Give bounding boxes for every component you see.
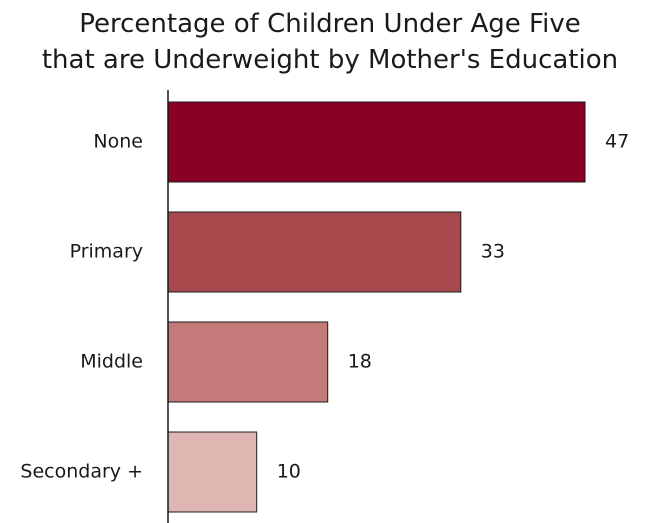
value-label: 47 bbox=[605, 131, 629, 153]
bar-middle bbox=[168, 322, 328, 402]
value-label: 18 bbox=[348, 351, 372, 373]
bar-none bbox=[168, 102, 585, 182]
bars-group bbox=[168, 102, 585, 512]
value-labels-group: 47 33 18 10 bbox=[277, 131, 629, 483]
category-label: Middle bbox=[80, 351, 143, 373]
category-label: Primary bbox=[70, 241, 143, 263]
category-label: Secondary + bbox=[20, 461, 143, 483]
bar-secondary bbox=[168, 432, 257, 512]
value-label: 10 bbox=[277, 461, 301, 483]
category-labels-group: None Primary Middle Secondary + bbox=[20, 131, 143, 483]
bar-primary bbox=[168, 212, 461, 292]
category-label: None bbox=[93, 131, 143, 153]
value-label: 33 bbox=[481, 241, 505, 263]
